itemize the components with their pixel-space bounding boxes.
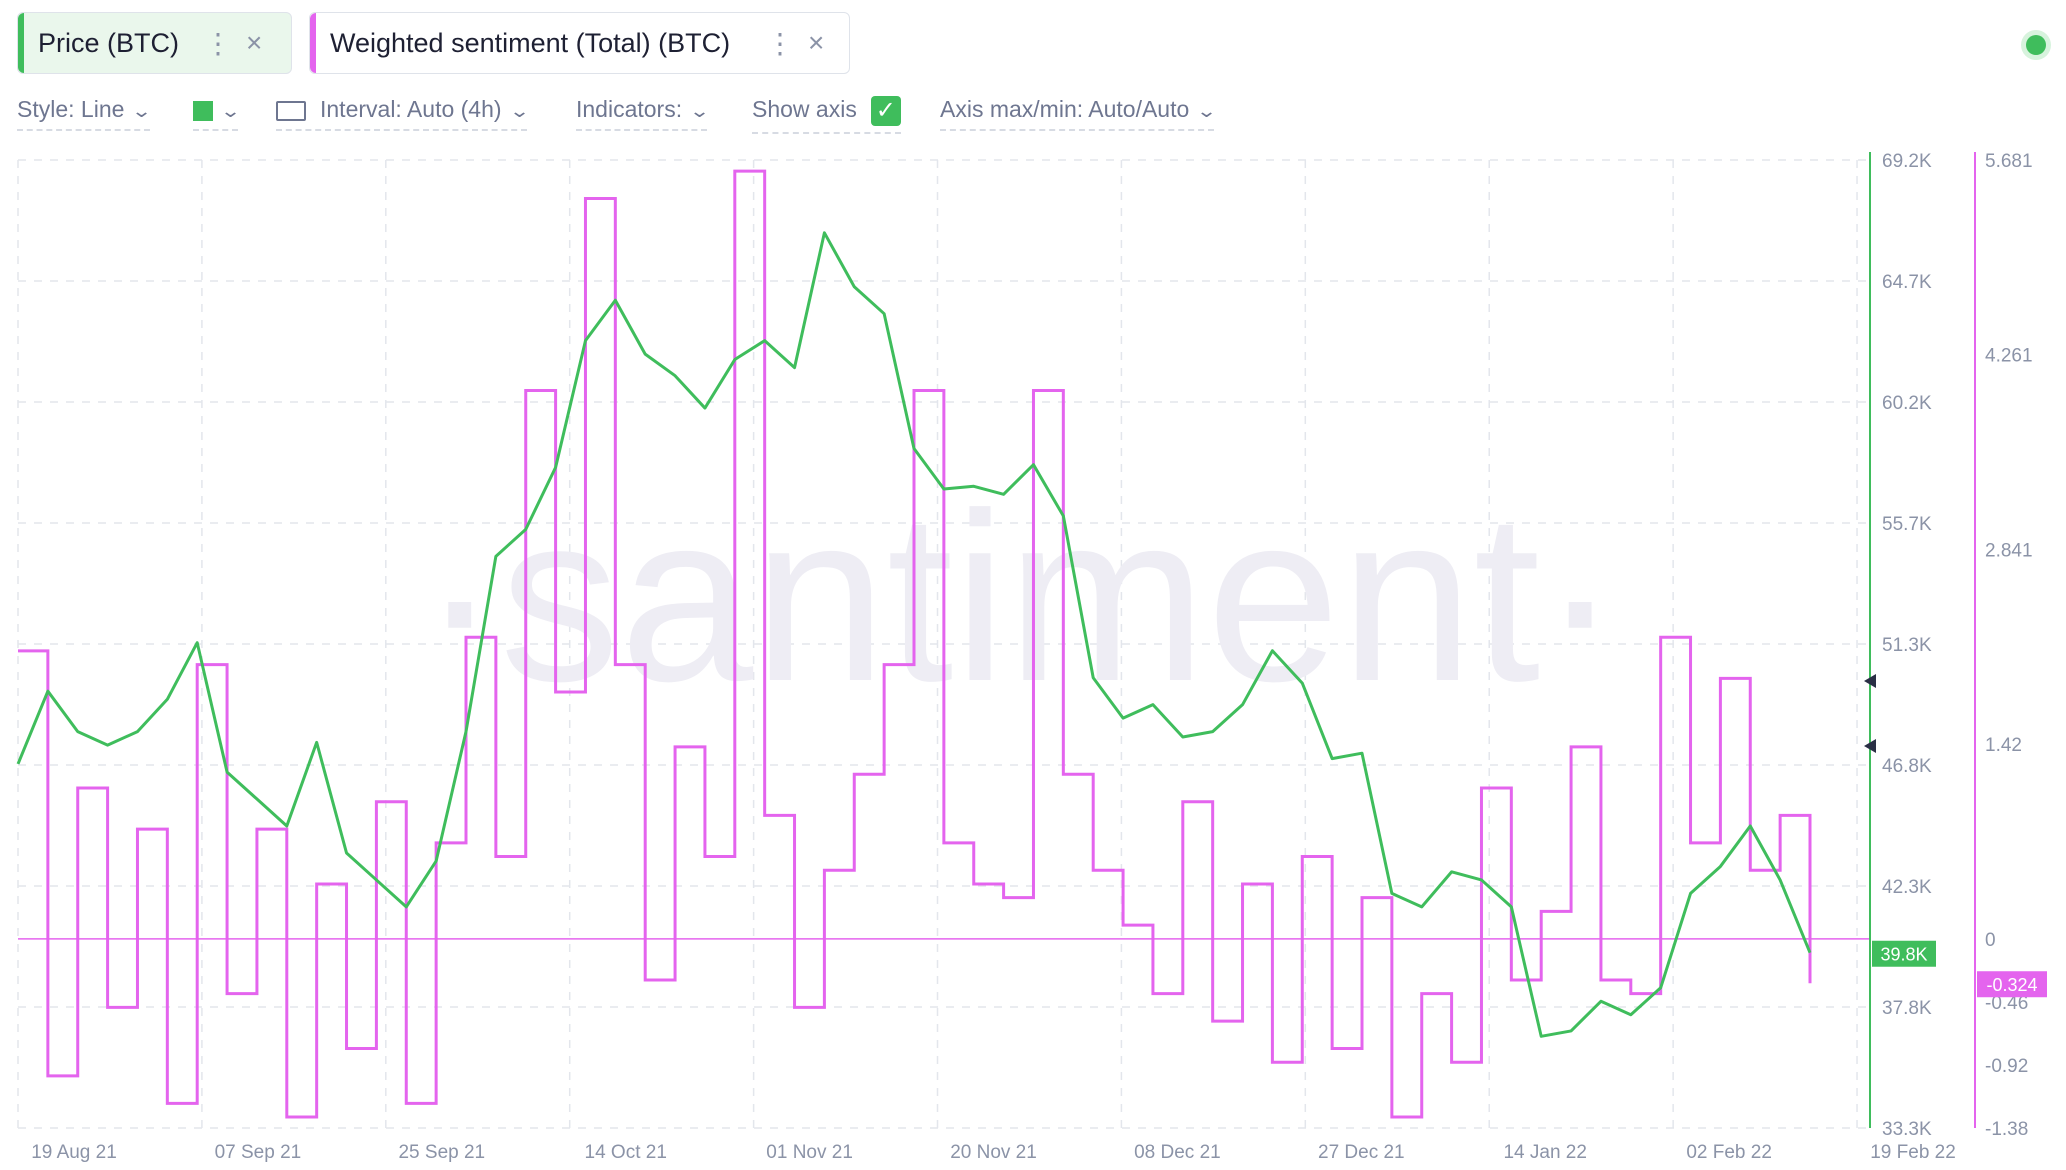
legend-chip-price[interactable]: Price (BTC) ⋮ × xyxy=(17,12,292,74)
price-tick-label: 64.7K xyxy=(1882,272,1932,293)
chevron-down-icon: ⌄ xyxy=(131,101,153,121)
x-tick-label: 19 Feb 22 xyxy=(1870,1142,1956,1163)
show-axis-label: Show axis xyxy=(752,96,857,123)
price-current-value: 39.8K xyxy=(1880,945,1927,965)
price-tick-label: 55.7K xyxy=(1882,514,1932,535)
price-tick-label: 46.8K xyxy=(1882,756,1932,777)
price-tick-label: 42.3K xyxy=(1882,877,1932,898)
sentiment-tick-label: 5.681 xyxy=(1985,151,2033,172)
price-tick-label: 69.2K xyxy=(1882,151,1932,172)
price-line xyxy=(16,231,1812,1038)
close-icon[interactable]: × xyxy=(246,27,263,58)
sentiment-tick-label: 4.261 xyxy=(1985,346,2033,367)
axis-marker-icon xyxy=(1864,739,1876,753)
price-tick-label: 37.8K xyxy=(1882,998,1932,1019)
style-dropdown[interactable]: Style: Line ⌄ xyxy=(17,96,153,131)
x-tick-label: 14 Jan 22 xyxy=(1503,1142,1586,1163)
chart-grid xyxy=(17,159,1870,1129)
indicators-dropdown[interactable]: Indicators: ⌄ xyxy=(576,96,711,131)
style-label: Style: Line xyxy=(17,96,125,122)
axis-maxmin-label: Axis max/min: Auto/Auto xyxy=(940,96,1190,122)
x-tick-label: 08 Dec 21 xyxy=(1134,1142,1221,1163)
price-series xyxy=(16,231,1812,1038)
santiment-watermark: ·santiment· xyxy=(420,463,1620,731)
legend-chip-sentiment[interactable]: Weighted sentiment (Total) (BTC) ⋮ × xyxy=(309,12,850,74)
axis-maxmin-dropdown[interactable]: Axis max/min: Auto/Auto ⌄ xyxy=(940,96,1218,131)
indicators-label: Indicators: xyxy=(576,96,683,122)
calendar-icon xyxy=(276,100,306,121)
price-tick-label: 33.3K xyxy=(1882,1119,1932,1140)
sentiment-tick-label: -0.46 xyxy=(1985,993,2028,1014)
x-tick-label: 02 Feb 22 xyxy=(1686,1142,1772,1163)
x-tick-label: 19 Aug 21 xyxy=(31,1142,117,1163)
sentiment-current-tag xyxy=(1977,971,2047,998)
x-tick-label: 27 Dec 21 xyxy=(1318,1142,1405,1163)
chevron-down-icon: ⌄ xyxy=(1196,101,1218,121)
price-tick-label: 60.2K xyxy=(1882,393,1932,414)
x-tick-label: 25 Sep 21 xyxy=(398,1142,485,1163)
chart-toolbar: Style: Line ⌄ ⌄ Interval: Auto (4h) ⌄ Indi… xyxy=(0,96,1400,136)
live-status-indicator xyxy=(2026,35,2046,55)
interval-label: Interval: Auto (4h) xyxy=(320,96,502,122)
x-tick-label: 20 Nov 21 xyxy=(950,1142,1037,1163)
legend-chip-price-label: Price (BTC) xyxy=(38,27,179,58)
sentiment-series xyxy=(18,169,1870,1119)
kebab-menu-icon[interactable]: ⋮ xyxy=(766,28,794,59)
chevron-down-icon: ⌄ xyxy=(219,101,242,121)
color-picker[interactable]: ⌄ xyxy=(193,96,242,131)
chevron-down-icon: ⌄ xyxy=(689,101,711,121)
sentiment-tick-label: 0 xyxy=(1985,930,1996,951)
sentiment-tick-label: 2.841 xyxy=(1985,540,2033,561)
sentiment-color-bar xyxy=(310,13,316,73)
sentiment-tick-label: -0.92 xyxy=(1985,1056,2028,1077)
color-swatch xyxy=(193,100,213,121)
x-tick-label: 14 Oct 21 xyxy=(585,1142,667,1163)
axis-marker-icon xyxy=(1864,674,1876,688)
sentiment-tick-label: -1.38 xyxy=(1985,1119,2028,1140)
close-icon[interactable]: × xyxy=(808,27,825,58)
sentiment-tick-label: 1.42 xyxy=(1985,735,2022,756)
x-tick-label: 01 Nov 21 xyxy=(766,1142,853,1163)
chevron-down-icon: ⌄ xyxy=(508,101,530,121)
interval-dropdown[interactable]: Interval: Auto (4h) ⌄ xyxy=(276,96,530,131)
kebab-menu-icon[interactable]: ⋮ xyxy=(204,28,232,59)
price-tick-label: 51.3K xyxy=(1882,635,1932,656)
show-axis-toggle[interactable]: Show axis ✓ xyxy=(752,96,901,134)
x-tick-label: 07 Sep 21 xyxy=(215,1142,302,1163)
price-current-tag xyxy=(1872,940,1936,967)
sentiment-current-value: -0.324 xyxy=(1986,975,2037,995)
chart-axes: 19 Aug 21 07 Sep 21 25 Sep 21 14 Oct 21 01 N… xyxy=(31,151,2047,1163)
sentiment-line xyxy=(18,169,1812,1119)
price-color-bar xyxy=(18,13,24,73)
legend-chip-sentiment-label: Weighted sentiment (Total) (BTC) xyxy=(330,27,731,58)
checkbox-checked-icon[interactable]: ✓ xyxy=(870,96,901,126)
